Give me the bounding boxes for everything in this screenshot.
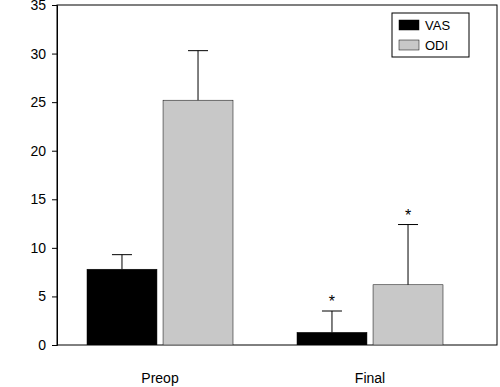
y-tick: 5 — [38, 288, 57, 304]
bar — [87, 269, 157, 345]
chart: * * 0 5 10 15 20 25 30 35 Preop Final VAS ODI — [0, 0, 500, 387]
y-tick-mark — [52, 296, 57, 297]
error-cap — [188, 50, 208, 51]
x-tick-label: Final — [355, 370, 385, 386]
y-tick-mark — [52, 248, 57, 249]
error-bar — [322, 311, 342, 332]
x-tick: Preop — [141, 345, 179, 386]
error-bar — [398, 225, 418, 285]
legend: VAS ODI — [392, 13, 469, 57]
y-tick-label: 35 — [30, 0, 46, 13]
legend-box — [392, 13, 469, 57]
y-tick-label: 25 — [30, 94, 46, 110]
error-cap — [112, 254, 132, 255]
y-tick-mark — [52, 151, 57, 152]
y-tick: 10 — [30, 240, 57, 256]
error-stem — [121, 255, 122, 270]
legend-swatch — [399, 40, 419, 50]
y-tick-label: 20 — [30, 143, 46, 159]
y-axis: 0 5 10 15 20 25 30 35 — [30, 0, 57, 353]
x-axis: Preop Final — [141, 345, 385, 386]
legend-label: ODI — [425, 38, 448, 53]
y-tick-label: 30 — [30, 46, 46, 62]
y-tick: 20 — [30, 143, 57, 159]
marks — [87, 51, 443, 345]
y-tick-label: 15 — [30, 191, 46, 207]
y-tick-mark — [52, 199, 57, 200]
bar — [297, 332, 367, 345]
error-bar — [188, 51, 208, 101]
legend-label: VAS — [425, 18, 450, 33]
x-tick: Final — [355, 345, 385, 386]
y-tick: 35 — [30, 0, 57, 13]
significance-mark: * — [329, 293, 335, 310]
y-tick: 15 — [30, 191, 57, 207]
x-tick-label: Preop — [141, 370, 179, 386]
y-tick-mark — [52, 54, 57, 55]
bar — [163, 100, 233, 345]
y-tick: 25 — [30, 94, 57, 110]
error-stem — [331, 311, 332, 332]
y-tick-mark — [52, 5, 57, 6]
error-cap — [322, 311, 342, 312]
error-bar — [112, 255, 132, 270]
y-tick: 30 — [30, 46, 57, 62]
y-axis-line — [52, 6, 58, 346]
y-tick: 0 — [38, 337, 57, 353]
y-tick-label: 5 — [38, 288, 46, 304]
bar — [373, 285, 443, 345]
y-tick-mark — [52, 345, 57, 346]
significance-mark: * — [405, 207, 411, 224]
error-stem — [408, 225, 409, 285]
y-tick-label: 0 — [38, 337, 46, 353]
error-stem — [198, 51, 199, 101]
y-tick-mark — [52, 102, 57, 103]
legend-swatch — [399, 20, 419, 30]
plot-frame — [57, 5, 497, 345]
error-cap — [398, 224, 418, 225]
y-tick-label: 10 — [30, 240, 46, 256]
